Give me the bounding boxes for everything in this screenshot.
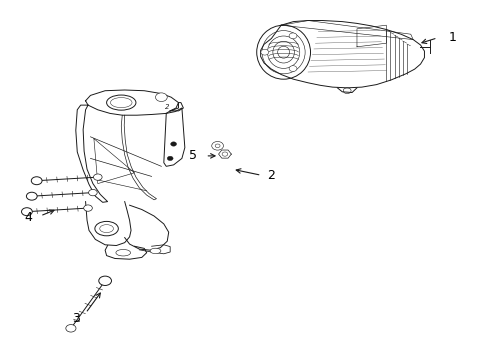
Ellipse shape [95,221,118,236]
Ellipse shape [150,248,161,253]
Circle shape [155,93,167,102]
Text: 3: 3 [72,312,80,325]
Circle shape [88,189,97,196]
Text: 2: 2 [267,169,275,182]
Circle shape [26,192,37,200]
Circle shape [288,33,296,39]
Circle shape [343,88,350,94]
Text: 5: 5 [189,149,197,162]
Circle shape [261,49,268,55]
Circle shape [31,177,42,185]
Circle shape [170,142,176,146]
Text: 4: 4 [24,211,32,224]
Ellipse shape [116,249,130,256]
Text: 1: 1 [447,31,455,44]
Circle shape [21,208,32,216]
Circle shape [66,325,76,332]
Circle shape [99,276,111,285]
Text: 2: 2 [164,104,169,110]
Circle shape [211,141,223,150]
Circle shape [93,174,102,180]
Ellipse shape [106,95,136,110]
Circle shape [83,205,92,211]
Circle shape [288,66,296,71]
Circle shape [167,156,173,161]
Polygon shape [218,150,231,158]
